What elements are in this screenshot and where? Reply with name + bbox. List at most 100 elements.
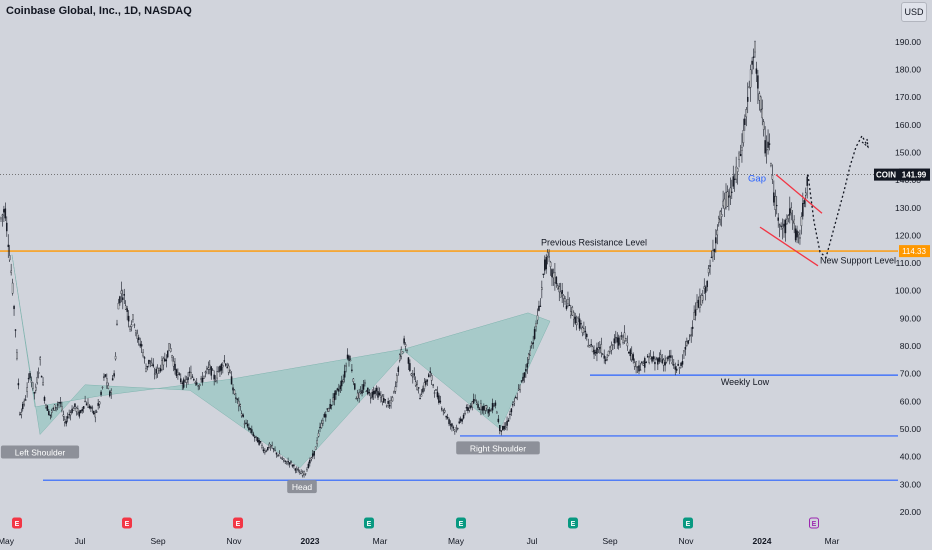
candle-body xyxy=(6,222,8,232)
candle xyxy=(483,403,485,415)
candle-body xyxy=(33,392,36,394)
candle xyxy=(567,291,569,308)
earnings-event-marker[interactable]: E xyxy=(364,517,374,529)
candle xyxy=(97,398,99,410)
candle xyxy=(583,321,585,336)
candle xyxy=(718,215,720,227)
earnings-event-marker[interactable]: E xyxy=(233,517,243,529)
price-axis[interactable]: 20.00 30.00 40.00 50.00 60.00 70.00 80.00 90.00… xyxy=(874,0,932,550)
candle-body xyxy=(462,414,465,419)
candle xyxy=(313,450,315,460)
candle xyxy=(568,297,571,306)
candle xyxy=(171,354,173,362)
earnings-event-marker[interactable]: E xyxy=(568,517,578,529)
earnings-event-marker[interactable]: E xyxy=(12,517,22,529)
candle xyxy=(320,419,323,429)
candle xyxy=(423,378,426,392)
candle-body xyxy=(768,143,771,145)
candle xyxy=(32,382,34,391)
candle-body xyxy=(132,314,134,320)
candle xyxy=(554,263,556,291)
earnings-event-marker[interactable]: E xyxy=(456,517,466,529)
candle-body xyxy=(191,376,194,378)
candle xyxy=(36,371,39,385)
candle-body xyxy=(365,390,368,393)
candle-body xyxy=(426,379,429,382)
price-tick-label: 40.00 xyxy=(900,452,922,462)
candle-body xyxy=(578,318,581,329)
candle xyxy=(522,372,524,384)
candle xyxy=(600,337,603,358)
candle-body xyxy=(544,259,546,271)
candle-body xyxy=(59,401,62,404)
candle xyxy=(544,255,546,275)
candle xyxy=(111,374,114,381)
candle xyxy=(752,48,755,70)
time-axis[interactable]: May Jul Sep Nov 2023 Mar May Jul Sep Nov 2024 Mar xyxy=(0,530,932,550)
candle xyxy=(617,334,620,350)
candle-body xyxy=(90,406,92,409)
candle xyxy=(680,362,682,369)
candle xyxy=(636,366,639,374)
price-tick-label: 80.00 xyxy=(900,341,922,351)
candle xyxy=(294,467,297,474)
earnings-icon xyxy=(364,517,374,529)
candle-body xyxy=(370,397,372,399)
candle-body xyxy=(367,387,369,395)
candle-body xyxy=(130,324,133,328)
candle xyxy=(136,329,139,343)
support-value: 114.33 xyxy=(902,247,926,256)
candle-body xyxy=(296,468,298,471)
candle-body xyxy=(48,410,50,416)
candle xyxy=(333,390,336,406)
candle xyxy=(142,349,144,358)
candle xyxy=(82,406,85,413)
candle-body xyxy=(217,370,220,373)
candle xyxy=(787,214,790,223)
candle-body xyxy=(457,427,459,430)
candle xyxy=(417,387,420,394)
candle-body xyxy=(483,406,485,411)
candle xyxy=(375,385,378,396)
candle-body xyxy=(261,445,263,448)
candle-body xyxy=(32,382,34,389)
candle-body xyxy=(509,413,511,416)
candle-body xyxy=(294,468,297,471)
candle xyxy=(644,356,646,373)
currency-button[interactable]: USD xyxy=(901,2,927,22)
candle xyxy=(484,404,487,414)
candle-body xyxy=(281,458,284,460)
candle xyxy=(336,387,339,392)
price-axis-bg xyxy=(898,0,932,550)
candle-body xyxy=(351,369,353,371)
candle xyxy=(441,406,443,412)
candle xyxy=(220,362,223,375)
candle xyxy=(55,406,57,412)
earnings-event-marker[interactable]: E xyxy=(809,517,819,529)
candle xyxy=(633,358,636,370)
candle xyxy=(103,373,105,381)
candle xyxy=(85,401,88,406)
candle-body xyxy=(784,220,787,234)
candle xyxy=(761,99,764,126)
candle xyxy=(351,363,353,373)
candle-body xyxy=(26,387,28,392)
candle-body xyxy=(345,365,347,367)
candle xyxy=(564,295,566,305)
earnings-event-marker[interactable]: E xyxy=(122,517,132,529)
candle-body xyxy=(368,391,371,394)
candle-body xyxy=(718,218,720,223)
candle-body xyxy=(332,397,334,403)
earnings-event-marker[interactable]: E xyxy=(683,517,693,529)
price-tick-label: 130.00 xyxy=(895,203,921,213)
candle-body xyxy=(184,380,186,382)
candle-body xyxy=(222,365,224,368)
candle-body xyxy=(213,374,215,380)
candle xyxy=(781,218,784,240)
candle-body xyxy=(773,192,775,203)
candle xyxy=(164,352,166,362)
candle xyxy=(609,345,611,354)
candle xyxy=(607,350,610,357)
